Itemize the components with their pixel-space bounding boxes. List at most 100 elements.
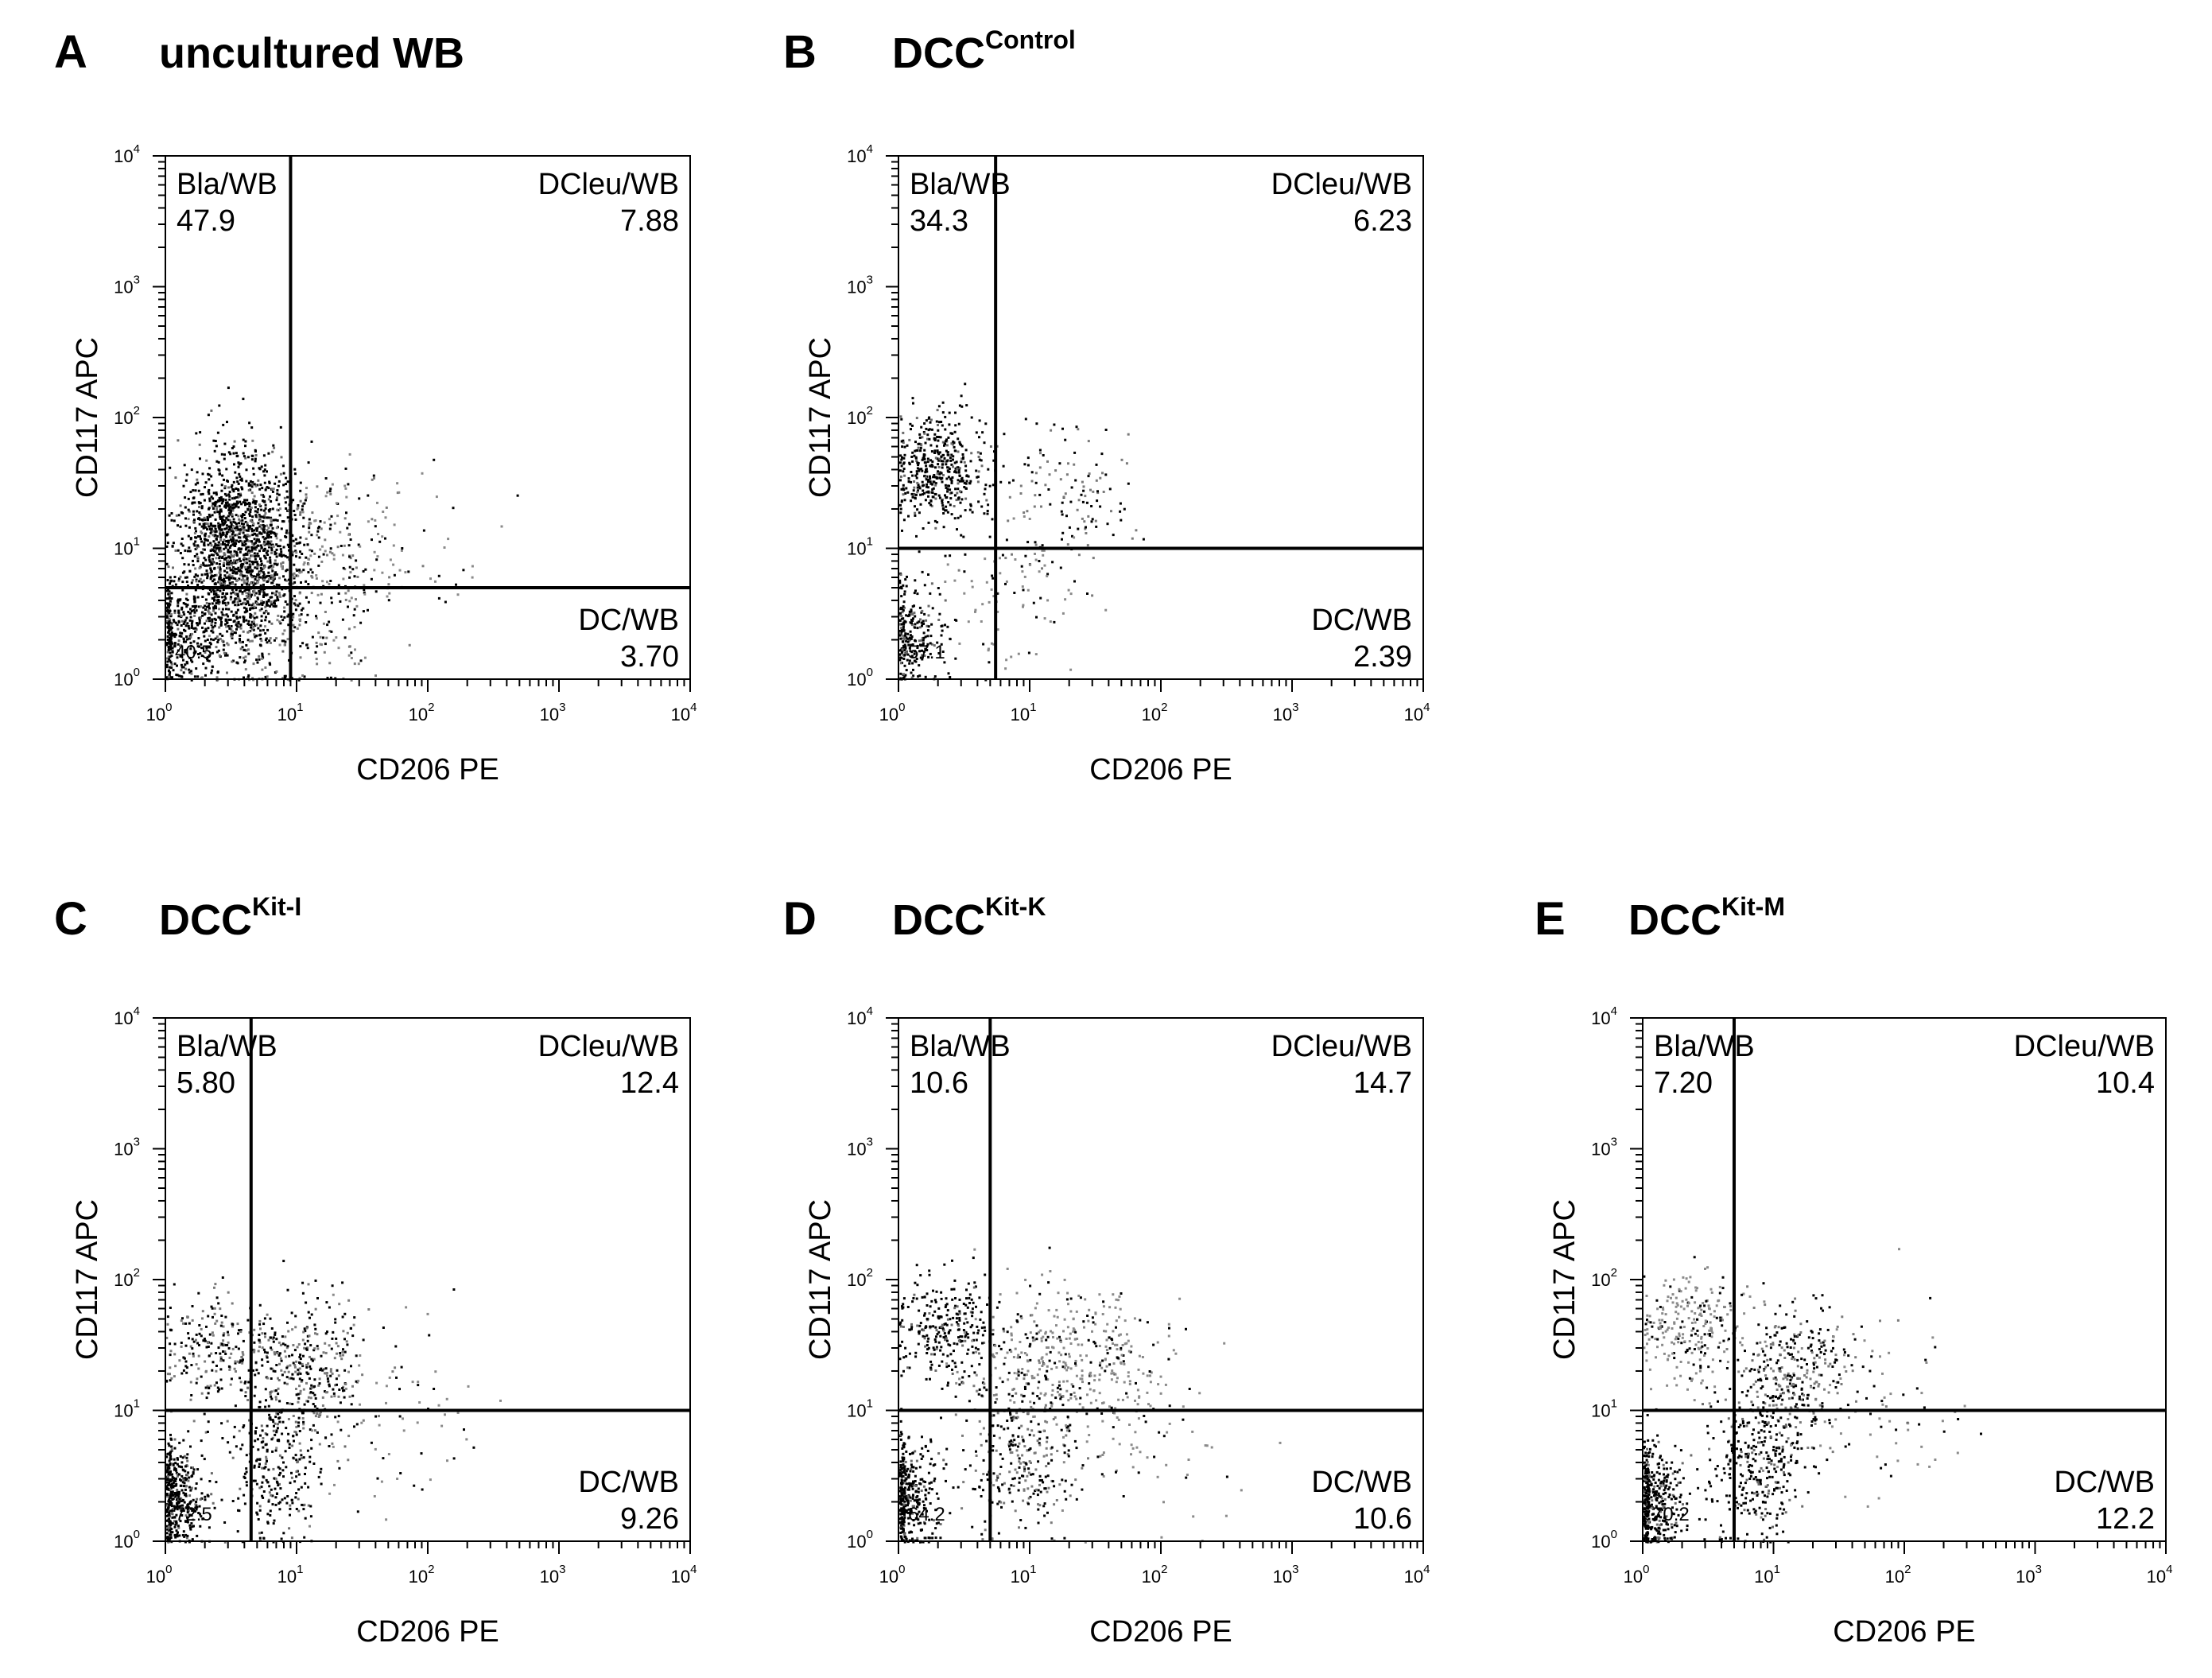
event-dot bbox=[220, 585, 223, 588]
event-dot bbox=[282, 575, 285, 578]
event-dot bbox=[188, 1526, 192, 1529]
event-dot bbox=[312, 1403, 315, 1405]
event-dot bbox=[285, 531, 288, 534]
event-dot bbox=[949, 459, 953, 462]
event-dot bbox=[904, 632, 907, 635]
event-dot bbox=[271, 1419, 274, 1422]
event-dot bbox=[378, 540, 382, 543]
event-dot bbox=[193, 604, 196, 608]
event-dot bbox=[252, 472, 255, 476]
event-dot bbox=[336, 1383, 338, 1386]
event-dot bbox=[245, 546, 248, 550]
event-dot bbox=[960, 460, 963, 464]
event-dot bbox=[281, 650, 285, 653]
event-dot bbox=[235, 522, 238, 526]
event-dot bbox=[268, 1413, 271, 1416]
event-dot bbox=[285, 507, 288, 510]
event-dot bbox=[272, 1340, 275, 1343]
event-dot bbox=[173, 1438, 177, 1441]
event-dot bbox=[313, 1378, 316, 1381]
event-dot bbox=[184, 624, 188, 627]
event-dot bbox=[1069, 592, 1073, 596]
event-dot bbox=[237, 528, 240, 531]
event-dot bbox=[231, 484, 234, 487]
event-dot bbox=[215, 646, 218, 649]
event-dot bbox=[223, 643, 226, 647]
event-dot bbox=[267, 516, 270, 519]
event-dot bbox=[173, 1447, 177, 1450]
event-dot bbox=[219, 1368, 223, 1371]
event-dot bbox=[270, 1346, 273, 1350]
event-dot bbox=[276, 492, 279, 495]
event-dot bbox=[1092, 557, 1095, 560]
event-dot bbox=[231, 507, 234, 511]
event-dot bbox=[264, 1335, 266, 1338]
event-dot bbox=[250, 627, 254, 631]
event-dot bbox=[270, 1377, 273, 1380]
event-dot bbox=[363, 591, 366, 594]
event-dot bbox=[245, 1481, 248, 1484]
event-dot bbox=[295, 551, 298, 554]
event-dot bbox=[242, 1426, 245, 1429]
event-dot bbox=[902, 431, 905, 434]
event-dot bbox=[177, 1490, 180, 1493]
event-dot bbox=[198, 566, 201, 569]
event-dot bbox=[959, 501, 962, 504]
event-dot bbox=[208, 535, 211, 538]
event-dot bbox=[295, 568, 298, 571]
event-dot bbox=[921, 654, 923, 657]
event-dot bbox=[187, 497, 190, 500]
event-dot bbox=[516, 494, 519, 497]
event-dot bbox=[180, 1506, 184, 1509]
event-dot bbox=[301, 674, 305, 677]
event-dot bbox=[210, 544, 213, 547]
event-dot bbox=[302, 1508, 305, 1511]
event-dot bbox=[179, 575, 182, 578]
event-dot bbox=[207, 1315, 210, 1318]
event-dot bbox=[263, 525, 266, 527]
event-dot bbox=[256, 565, 259, 568]
event-dot bbox=[253, 483, 256, 486]
event-dot bbox=[215, 491, 218, 495]
event-dot bbox=[337, 584, 340, 587]
event-dot bbox=[939, 436, 942, 439]
event-dot bbox=[180, 1497, 183, 1501]
event-dot bbox=[190, 678, 193, 682]
event-dot bbox=[455, 583, 457, 586]
event-dot bbox=[192, 520, 196, 523]
event-dot bbox=[250, 604, 254, 607]
event-dot bbox=[203, 630, 206, 633]
event-dot bbox=[189, 1507, 192, 1510]
event-dot bbox=[195, 1482, 198, 1485]
event-dot bbox=[347, 1435, 351, 1438]
event-dot bbox=[266, 675, 269, 678]
event-dot bbox=[248, 512, 251, 515]
event-dot bbox=[275, 1398, 277, 1401]
event-dot bbox=[1061, 612, 1065, 615]
event-dot bbox=[941, 480, 944, 484]
event-dot bbox=[934, 526, 937, 530]
event-dot bbox=[327, 1380, 330, 1383]
event-dot bbox=[183, 1485, 185, 1488]
event-dot bbox=[968, 508, 972, 511]
event-dot bbox=[181, 1534, 184, 1536]
event-dot bbox=[371, 478, 374, 481]
event-dot bbox=[910, 635, 914, 638]
event-dot bbox=[187, 1505, 190, 1509]
event-dot bbox=[229, 453, 232, 456]
event-dot bbox=[902, 519, 906, 522]
event-dot bbox=[266, 1356, 269, 1359]
event-dot bbox=[198, 443, 201, 446]
event-dot bbox=[326, 491, 329, 494]
event-dot bbox=[1087, 475, 1090, 478]
event-dot bbox=[332, 1330, 335, 1334]
event-dot bbox=[268, 574, 271, 577]
event-dot bbox=[165, 1485, 169, 1488]
event-dot bbox=[299, 1372, 302, 1375]
event-dot bbox=[938, 451, 941, 454]
event-dot bbox=[347, 589, 350, 592]
event-dot bbox=[329, 547, 332, 550]
event-dot bbox=[321, 580, 324, 583]
event-dot bbox=[1084, 495, 1087, 498]
event-dot bbox=[169, 1520, 172, 1523]
